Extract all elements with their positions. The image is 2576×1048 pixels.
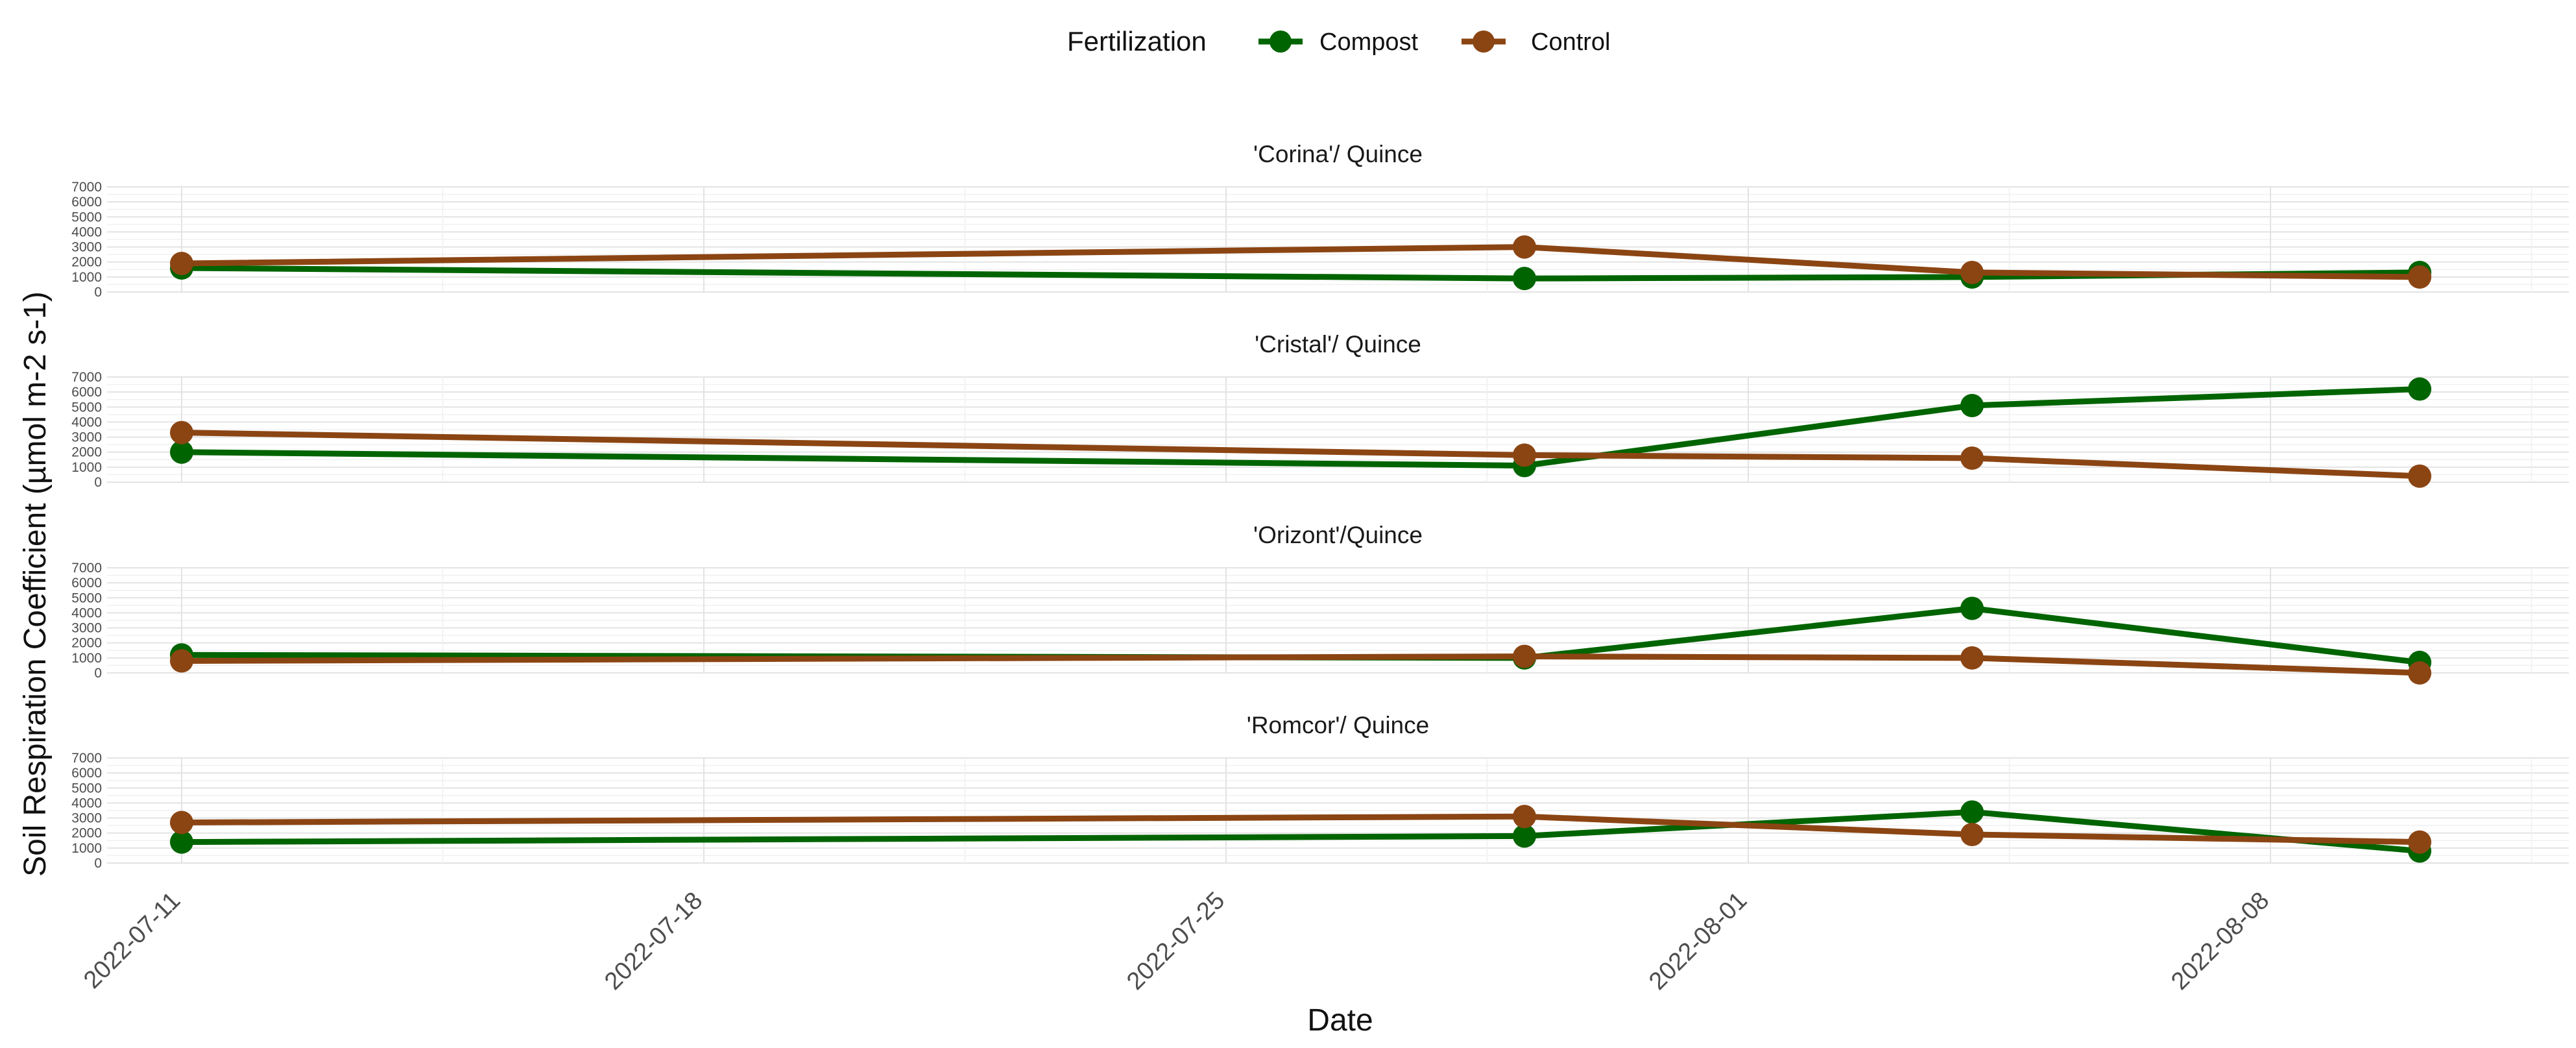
y-tick-label: 7000 <box>71 370 102 385</box>
y-tick-label: 5000 <box>71 210 102 225</box>
y-tick-label: 3000 <box>71 240 102 255</box>
data-point-compost <box>2408 377 2431 401</box>
y-tick-label: 2000 <box>71 255 102 270</box>
data-point-control <box>1960 823 1984 847</box>
x-tick-label: 2022-08-01 <box>1644 887 1752 995</box>
x-tick-label: 2022-07-11 <box>78 887 186 994</box>
y-axis-title: Soil Respiration Coefficient (µmol m-2 s… <box>18 291 53 877</box>
x-tick-label: 2022-08-08 <box>2166 887 2274 995</box>
y-tick-label: 2000 <box>71 826 102 841</box>
y-tick-label: 3000 <box>71 430 102 445</box>
series-line-control <box>178 653 2423 676</box>
data-point-control <box>2408 830 2431 854</box>
y-tick-label: 0 <box>94 285 102 300</box>
x-tick-label: 2022-07-25 <box>1122 887 1230 995</box>
x-tick-label: 2022-07-18 <box>599 887 708 995</box>
data-point-control <box>1960 260 1984 284</box>
y-tick-label: 2000 <box>71 636 102 651</box>
series-line-compost <box>178 386 2423 469</box>
panel-title: 'Romcor'/ Quince <box>1247 712 1429 738</box>
y-tick-label: 4000 <box>71 605 102 620</box>
legend-title: Fertilization <box>1067 26 1207 56</box>
data-point-compost <box>1513 267 1536 291</box>
data-point-control <box>170 420 193 445</box>
data-point-compost <box>1960 800 1984 824</box>
y-tick-label: 4000 <box>71 415 102 430</box>
y-tick-label: 4000 <box>71 796 102 810</box>
legend-key-compost-point <box>1270 30 1292 53</box>
y-tick-label: 7000 <box>71 561 102 576</box>
panel-title: 'Cristal'/ Quince <box>1255 331 1421 358</box>
panel-2: 'Cristal'/ Quince 01000200030004000500060… <box>71 331 2569 490</box>
data-point-control <box>1513 235 1536 259</box>
x-axis-ticks: 2022-07-11 2022-07-18 2022-07-25 2022-08-01… <box>78 887 2274 995</box>
data-point-compost <box>170 440 193 464</box>
data-point-control <box>170 810 193 835</box>
y-tick-label: 1000 <box>71 460 102 475</box>
data-point-control <box>1960 646 1984 670</box>
data-point-compost <box>1960 393 1984 417</box>
y-tick-label: 5000 <box>71 591 102 605</box>
legend-label-control: Control <box>1531 29 1611 56</box>
data-point-control <box>170 252 193 276</box>
y-tick-label: 0 <box>94 475 102 490</box>
legend-key-control-point <box>1473 30 1495 53</box>
data-point-control <box>1513 644 1536 668</box>
series-line-control <box>178 430 2423 480</box>
panel-3: 'Orizont'/Quince 010002000300040005000600… <box>71 522 2569 685</box>
data-point-control <box>2408 265 2431 289</box>
data-point-control <box>2408 464 2431 488</box>
y-tick-label: 5000 <box>71 781 102 796</box>
facet-panels: 'Corina'/ Quince010002000300040005000600… <box>71 141 2569 871</box>
data-point-control <box>1513 805 1536 829</box>
series-line-control <box>178 244 2423 280</box>
x-axis-title: Date <box>1307 1003 1373 1038</box>
panel-1: 'Corina'/ Quince 010002000300040005000600… <box>71 141 2569 300</box>
data-point-compost <box>1960 596 1984 620</box>
legend: Fertilization Compost Control <box>1067 26 1611 56</box>
panel-title: 'Corina'/ Quince <box>1253 141 1423 167</box>
y-tick-label: 3000 <box>71 621 102 636</box>
y-tick-label: 1000 <box>71 841 102 856</box>
y-tick-label: 5000 <box>71 400 102 415</box>
data-point-control <box>170 649 193 673</box>
data-point-compost <box>1513 824 1536 848</box>
data-point-control <box>2408 661 2431 685</box>
data-point-control <box>1960 446 1984 470</box>
y-tick-label: 7000 <box>71 180 102 195</box>
y-tick-label: 6000 <box>71 195 102 210</box>
data-point-control <box>1513 443 1536 467</box>
y-tick-label: 1000 <box>71 651 102 666</box>
panel-4: 'Romcor'/ Quince 010002000300040005000600… <box>71 712 2569 871</box>
y-tick-label: 2000 <box>71 445 102 460</box>
y-tick-label: 0 <box>94 666 102 681</box>
panel-title: 'Orizont'/Quince <box>1253 522 1423 548</box>
y-tick-label: 1000 <box>71 270 102 285</box>
y-tick-label: 6000 <box>71 385 102 400</box>
y-tick-label: 3000 <box>71 811 102 826</box>
y-tick-label: 0 <box>94 856 102 871</box>
y-tick-label: 6000 <box>71 766 102 781</box>
y-tick-label: 7000 <box>71 751 102 766</box>
legend-label-compost: Compost <box>1319 29 1418 56</box>
y-tick-label: 6000 <box>71 576 102 591</box>
series-line-control <box>178 813 2423 846</box>
data-point-compost <box>170 830 193 854</box>
y-tick-label: 4000 <box>71 225 102 239</box>
